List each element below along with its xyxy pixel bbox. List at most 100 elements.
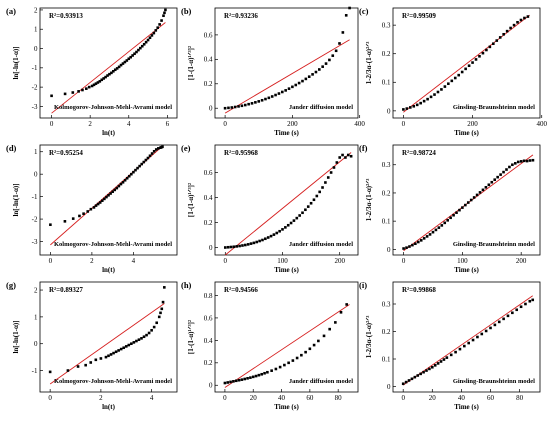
data-point [408, 106, 412, 109]
data-point [150, 34, 154, 37]
y-tick-label: 0.3 [382, 300, 391, 308]
data-point [461, 206, 464, 209]
data-point [269, 234, 273, 238]
r-squared-label: R²=0.99868 [402, 286, 436, 294]
x-tick-label: 200 [334, 257, 345, 265]
r-squared-label: R²=0.94566 [224, 286, 258, 294]
y-tick-label: -2 [32, 84, 38, 92]
x-axis-label: ln(t) [102, 403, 116, 411]
y-tick-label: 0 [34, 340, 38, 348]
data-point [488, 45, 492, 49]
y-tick-label: -3 [32, 238, 38, 246]
y-tick-label: 0.1 [382, 79, 391, 87]
data-point [457, 73, 461, 77]
data-point [135, 339, 138, 343]
model-name: Ginsling-Braunshteinn model [453, 241, 535, 248]
data-point [474, 58, 478, 61]
data-point [512, 23, 516, 27]
data-point [142, 42, 146, 46]
data-point [241, 244, 244, 247]
data-point [291, 359, 295, 362]
fit-line [403, 14, 530, 113]
y-tick-label: 2 [34, 286, 38, 294]
data-point [105, 195, 108, 199]
data-point [148, 36, 152, 40]
data-point [440, 88, 443, 91]
data-point [472, 196, 476, 199]
data-point [295, 216, 299, 220]
data-point [447, 82, 450, 86]
data-point [127, 343, 131, 347]
fit-line [402, 295, 533, 386]
x-tick-label: 4 [150, 394, 154, 402]
data-point [112, 69, 115, 73]
data-point [344, 14, 348, 17]
data-point [489, 326, 492, 330]
y-axis-label: ln[-ln(1-α)] [12, 320, 20, 353]
x-tick-label: 0 [224, 257, 228, 265]
data-point [223, 381, 227, 385]
data-point [509, 26, 512, 30]
y-tick-label: 0.8 [204, 292, 213, 300]
data-point [429, 95, 433, 99]
data-point [292, 219, 296, 222]
fit-line [225, 152, 352, 256]
data-point [308, 347, 312, 351]
x-axis-label: ln(t) [102, 266, 116, 274]
data-point [318, 190, 321, 194]
data-point [309, 201, 313, 205]
data-point [71, 217, 75, 220]
data-point [144, 158, 148, 162]
data-point [163, 286, 166, 289]
data-point [107, 354, 110, 358]
y-tick-label: 0.4 [204, 56, 213, 64]
data-point [519, 160, 523, 163]
data-point [115, 186, 119, 190]
data-point [471, 61, 474, 64]
data-point [244, 243, 247, 247]
data-point [104, 75, 107, 79]
data-point [481, 188, 485, 192]
data-point [104, 355, 108, 359]
x-tick-label: 60 [306, 394, 314, 402]
y-tick-label: 0.3 [382, 161, 391, 169]
data-point [321, 65, 324, 68]
data-point [493, 323, 497, 327]
data-point [516, 160, 520, 164]
data-point [264, 237, 267, 241]
data-point [481, 51, 485, 55]
y-axis-label: ln[-ln(1-α)] [12, 46, 20, 79]
data-point [484, 329, 488, 333]
data-point [252, 241, 256, 245]
data-point [492, 42, 495, 46]
data-point [148, 154, 152, 158]
data-point [50, 94, 53, 98]
data-point [449, 353, 453, 357]
panel-g: 0 2 4 -1 0 1 2 (g) R²=0.89327 Kolmogorov-Johnson-… [6, 280, 178, 411]
data-point [139, 46, 142, 50]
data-point [117, 349, 120, 352]
r-squared-label: R²=0.89327 [49, 286, 83, 294]
data-point [226, 381, 230, 384]
data-point [122, 346, 126, 350]
data-point [287, 87, 291, 90]
panel-i: 0 20 40 60 80 0 0.1 0.2 0.3 (i) R²=0.99868 Ginsling… [359, 280, 541, 411]
data-point [157, 147, 160, 150]
data-point [266, 236, 270, 239]
data-point [114, 350, 118, 354]
data-point [311, 73, 314, 76]
data-point [90, 84, 94, 88]
data-point [425, 235, 429, 238]
data-point [430, 365, 434, 369]
data-point [412, 104, 416, 108]
data-point [502, 32, 505, 36]
data-point [226, 245, 230, 249]
data-point [502, 317, 505, 321]
data-point [156, 26, 160, 29]
data-point [152, 325, 156, 329]
x-tick-label: 0 [401, 394, 405, 402]
x-tick-label: 100 [277, 257, 288, 265]
data-point [48, 370, 52, 374]
model-name: Ginsling-Braunshteinn model [453, 104, 535, 111]
data-point [238, 244, 241, 248]
